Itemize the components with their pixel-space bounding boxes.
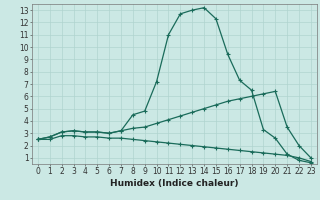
X-axis label: Humidex (Indice chaleur): Humidex (Indice chaleur) (110, 179, 239, 188)
